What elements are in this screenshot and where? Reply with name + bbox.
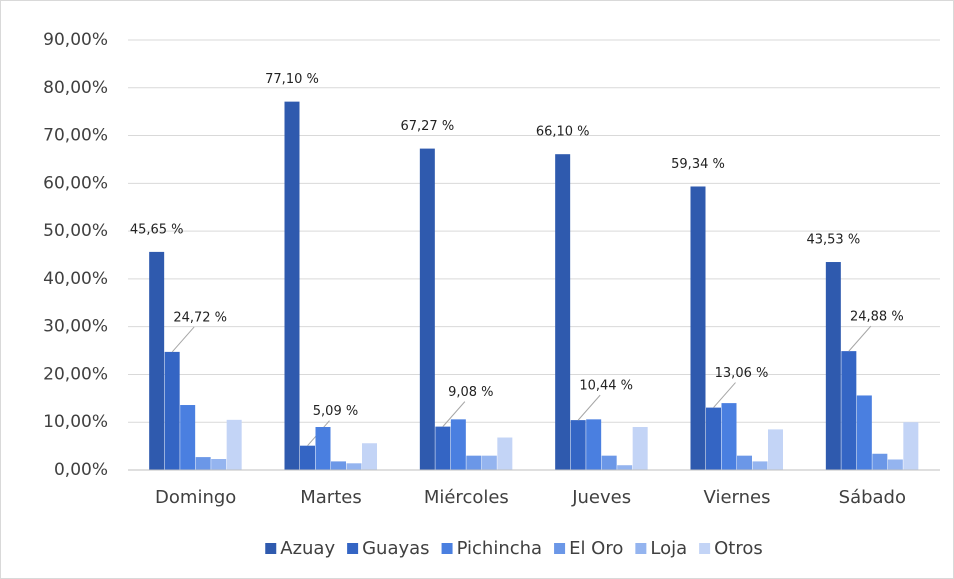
data-label: 9,08 % — [448, 385, 493, 400]
bar — [284, 101, 300, 470]
bar — [180, 405, 196, 470]
data-label: 10,44 % — [579, 379, 633, 394]
x-tick-label: Domingo — [155, 487, 236, 508]
legend-label: El Oro — [569, 538, 623, 559]
bar — [149, 251, 165, 470]
data-label: 5,09 % — [313, 404, 358, 419]
bar — [315, 427, 331, 470]
bar — [435, 426, 451, 470]
legend-label: Azuay — [280, 538, 335, 559]
legend-swatch — [554, 543, 566, 554]
data-label: 24,72 % — [173, 310, 227, 325]
y-tick-label: 90,00% — [43, 30, 108, 50]
data-label: 77,10 % — [265, 72, 319, 87]
bar — [346, 463, 362, 470]
bar — [466, 455, 482, 470]
data-label: 24,88 % — [850, 310, 904, 325]
bar — [841, 351, 857, 470]
bar — [887, 459, 903, 470]
x-tick-label: Sábado — [839, 487, 906, 508]
bar — [164, 351, 180, 470]
leader-line — [171, 326, 195, 353]
bar — [211, 459, 227, 470]
bar — [856, 395, 872, 470]
data-label: 67,27 % — [400, 119, 454, 134]
y-tick-label: 50,00% — [43, 221, 108, 241]
legend-swatch — [347, 543, 359, 554]
legend-label: Otros — [714, 538, 763, 559]
legend-swatch — [265, 543, 277, 554]
legend-swatch — [635, 543, 647, 554]
bar — [331, 461, 346, 470]
bar — [226, 419, 242, 470]
x-tick-label: Viernes — [704, 487, 771, 508]
bar — [903, 422, 919, 470]
y-tick-label: 60,00% — [43, 173, 108, 193]
bar — [481, 455, 497, 470]
bar — [617, 465, 633, 470]
bar — [362, 443, 377, 470]
leader-line — [577, 394, 601, 421]
y-tick-label: 30,00% — [43, 317, 108, 337]
x-tick-label: Jueves — [571, 487, 631, 508]
y-tick-label: 0,00% — [54, 460, 108, 480]
data-label: 59,34 % — [671, 157, 725, 172]
legend-label: Loja — [650, 538, 687, 559]
bar — [690, 186, 706, 470]
leader-line — [442, 401, 466, 427]
data-label: 13,06 % — [715, 366, 769, 381]
legend-label: Pichincha — [457, 538, 543, 559]
bar — [601, 455, 617, 470]
data-label: 43,53 % — [806, 233, 860, 248]
bar — [752, 461, 768, 470]
data-label: 45,65 % — [130, 222, 184, 237]
data-label: 66,10 % — [536, 125, 590, 140]
x-tick-label: Miércoles — [424, 487, 509, 508]
bar — [737, 455, 752, 470]
bar — [555, 154, 571, 470]
y-tick-label: 70,00% — [43, 126, 108, 146]
bar — [825, 262, 841, 470]
bar — [706, 407, 721, 470]
y-tick-label: 80,00% — [43, 78, 108, 98]
legend-swatch — [441, 543, 453, 554]
bar — [872, 453, 888, 470]
bar — [497, 437, 513, 470]
leader-line — [713, 382, 736, 408]
bar — [768, 429, 783, 470]
bar — [450, 419, 466, 470]
bar — [419, 148, 435, 471]
bar — [570, 420, 586, 470]
bar — [632, 427, 648, 470]
bar — [721, 403, 737, 470]
leader-line — [848, 325, 872, 352]
y-tick-label: 40,00% — [43, 269, 108, 289]
legend-swatch — [699, 543, 711, 554]
bar — [195, 457, 211, 470]
bar — [300, 445, 315, 470]
y-tick-label: 10,00% — [43, 412, 108, 432]
legend-label: Guayas — [362, 538, 429, 559]
x-tick-label: Martes — [300, 487, 361, 508]
bar — [586, 419, 602, 470]
y-tick-label: 20,00% — [43, 364, 108, 384]
